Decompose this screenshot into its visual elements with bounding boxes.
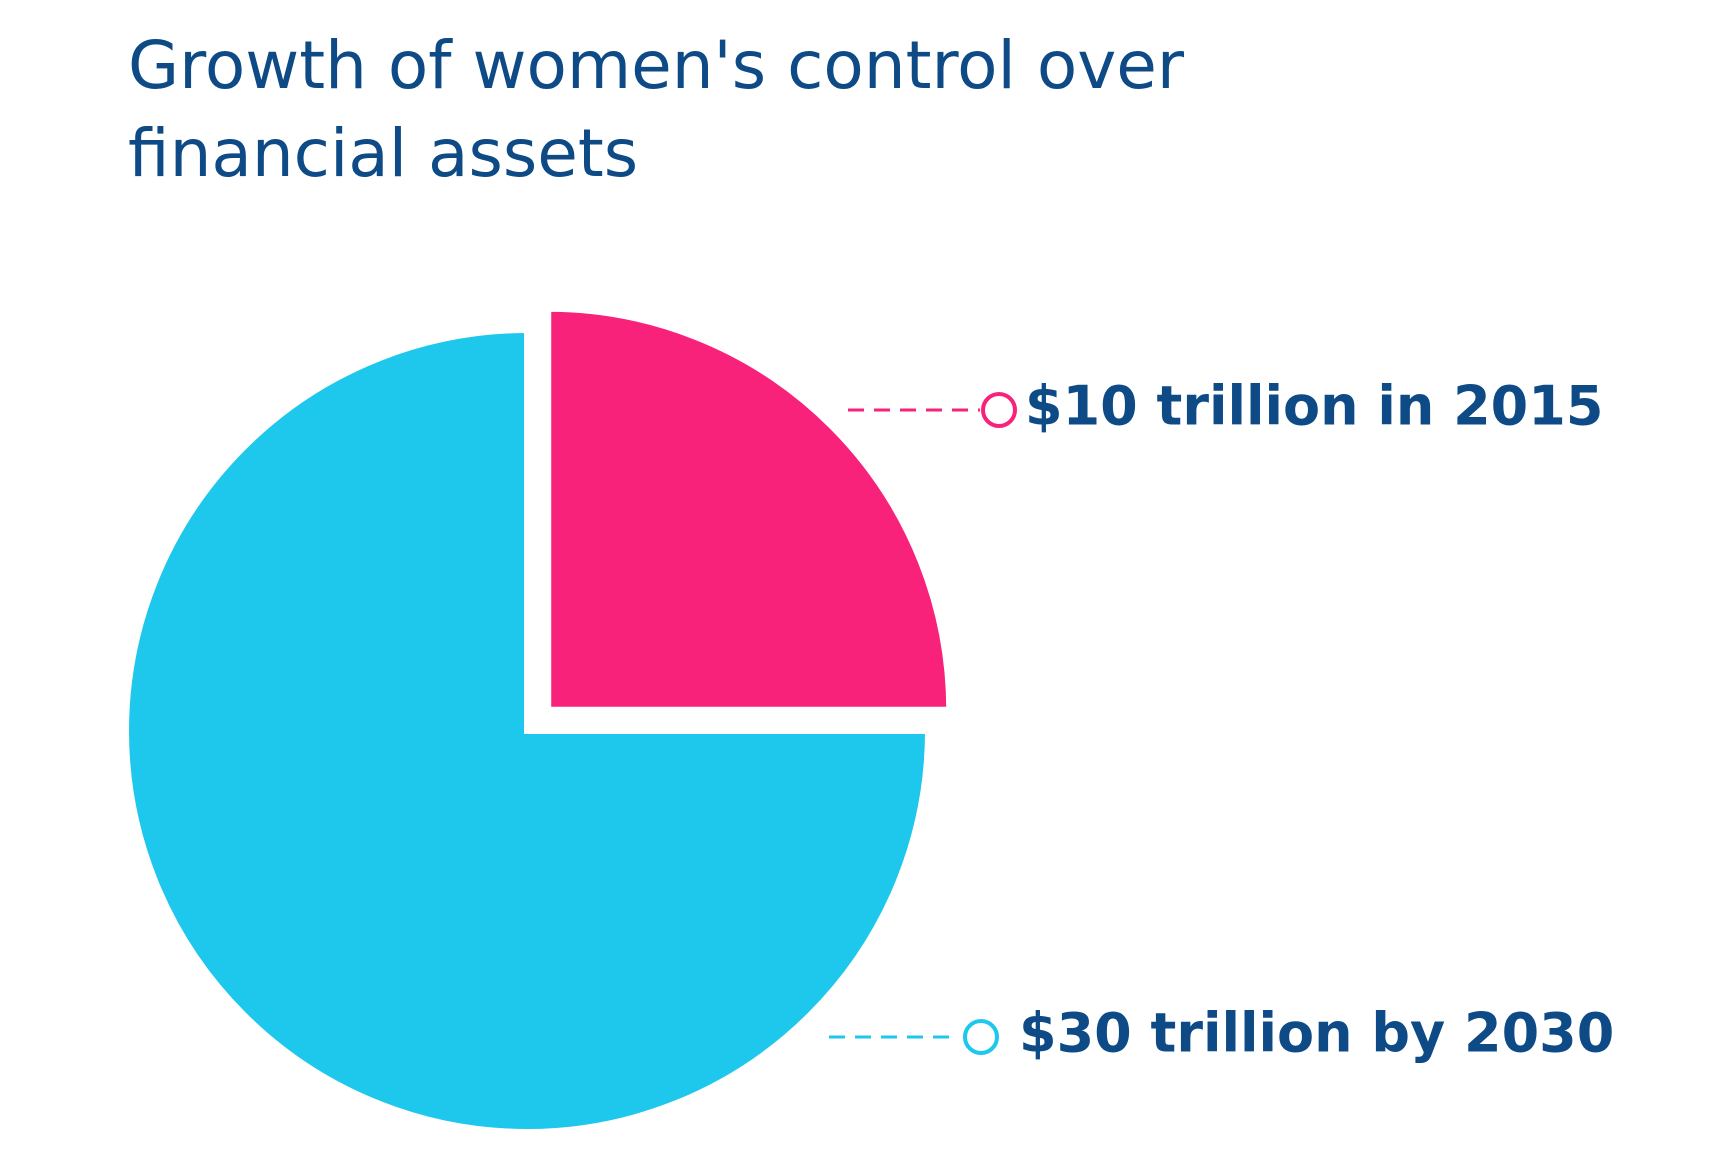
leader-dot [981, 392, 1017, 428]
chart-title: Growth of women's control over financial… [128, 27, 1184, 192]
slice-label: $30 trillion by 2030 [1019, 1002, 1614, 1065]
pie-slice [123, 326, 932, 1135]
pie-slice [545, 305, 953, 713]
slice-label: $10 trillion in 2015 [1025, 375, 1603, 438]
leader-dot [963, 1019, 999, 1055]
